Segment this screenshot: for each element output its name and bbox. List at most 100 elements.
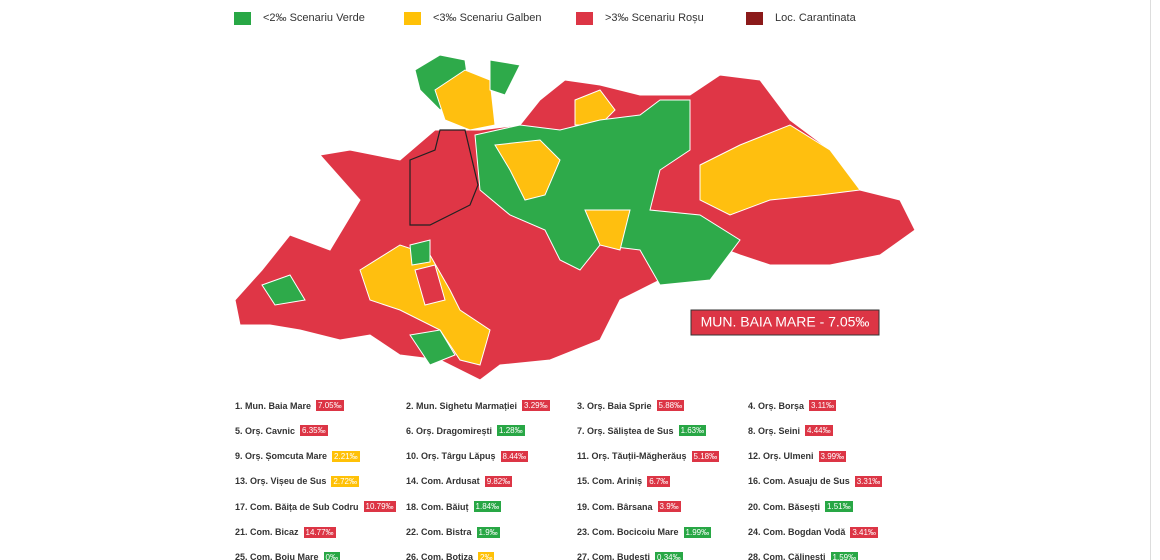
tooltip: MUN. BAIA MARE - 7.05‰ — [701, 314, 870, 330]
legend-swatch — [746, 11, 763, 25]
locality[interactable]: 21. Com. Bicaz 14.77‰ — [235, 526, 336, 538]
region[interactable] — [261, 274, 306, 306]
legend-item[interactable]: >3‰ Scenariu Roșu — [576, 11, 704, 25]
locality-name: 27. Com. Budești — [577, 552, 651, 560]
locality[interactable]: 28. Com. Călinești 1.59‰ — [748, 551, 859, 560]
region[interactable] — [574, 89, 616, 126]
rate-badge: 4.44‰ — [805, 425, 833, 437]
locality-name: 8. Orș. Seini — [748, 425, 801, 436]
locality[interactable]: 20. Com. Băsești 1.51‰ — [748, 501, 853, 513]
region[interactable] — [584, 209, 631, 251]
locality-name: 13. Orș. Vișeu de Sus — [235, 476, 327, 487]
locality[interactable]: 23. Com. Bocicoiu Mare 1.99‰ — [577, 526, 712, 538]
locality[interactable]: 9. Orș. Șomcuta Mare 2.21‰ — [235, 450, 360, 462]
locality[interactable]: 27. Com. Budești 0.34‰ — [577, 551, 683, 560]
rate-badge: 3.11‰ — [809, 400, 837, 411]
rate-badge: 3.29‰ — [522, 400, 550, 411]
region[interactable] — [699, 124, 861, 216]
legend-swatch — [404, 11, 421, 25]
locality-name: 20. Com. Băsești — [748, 501, 821, 512]
locality[interactable]: 18. Com. Băiuț 1.84‰ — [406, 501, 502, 513]
rate-badge: 2.21‰ — [332, 450, 360, 462]
locality[interactable]: 1. Mun. Baia Mare 7.05‰ — [235, 400, 344, 411]
rate-badge: 0.34‰ — [655, 551, 683, 560]
legend-label: <3‰ Scenariu Galben — [433, 12, 542, 24]
rate-badge: 3.9‰ — [657, 501, 681, 513]
region[interactable] — [414, 264, 446, 306]
locality-name: 28. Com. Călinești — [748, 552, 826, 560]
locality-name: 7. Orș. Săliștea de Sus — [577, 425, 674, 436]
rate-badge: 1.59‰ — [830, 551, 859, 560]
rate-badge: 5.18‰ — [691, 450, 720, 462]
locality[interactable]: 26. Com. Botiza 2‰ — [406, 551, 495, 560]
locality[interactable]: 12. Orș. Ulmeni 3.99‰ — [748, 450, 847, 462]
region[interactable] — [489, 59, 521, 96]
legend-label: >3‰ Scenariu Roșu — [605, 12, 704, 24]
rate-badge: 1.84‰ — [473, 501, 502, 513]
rate-badge: 3.41‰ — [850, 526, 878, 538]
locality[interactable]: 19. Com. Bârsana 3.9‰ — [577, 501, 681, 513]
region[interactable] — [409, 239, 431, 266]
legend-swatch — [234, 11, 251, 25]
locality[interactable]: 15. Com. Ariniș 6.7‰ — [577, 475, 671, 487]
rate-badge: 3.31‰ — [854, 475, 883, 487]
rate-badge: 8.44‰ — [500, 450, 529, 462]
rate-badge: 1.51‰ — [825, 501, 853, 513]
legend-item[interactable]: <2‰ Scenariu Verde — [234, 11, 365, 25]
locality-name: 23. Com. Bocicoiu Mare — [577, 527, 679, 537]
locality[interactable]: 11. Orș. Tăuții-Măgherăuș 5.18‰ — [577, 450, 720, 462]
map: MUN. BAIA MARE - 7.05‰ — [234, 54, 916, 381]
locality-name: 5. Orș. Cavnic — [235, 425, 296, 436]
locality[interactable]: 8. Orș. Seini 4.44‰ — [748, 425, 833, 437]
locality-name: 19. Com. Bârsana — [577, 501, 653, 512]
locality-name: 1. Mun. Baia Mare — [235, 400, 312, 411]
locality[interactable]: 13. Orș. Vișeu de Sus 2.72‰ — [235, 475, 359, 487]
rate-badge: 1.9‰ — [476, 526, 500, 538]
tooltip-box — [690, 309, 880, 336]
rate-badge: 10.79‰ — [363, 501, 396, 513]
locality-name: 21. Com. Bicaz — [235, 527, 299, 537]
locality-name: 26. Com. Botiza — [406, 552, 474, 560]
locality-name: 9. Orș. Șomcuta Mare — [235, 451, 328, 462]
locality[interactable]: 25. Com. Boiu Mare 0‰ — [235, 551, 340, 560]
locality[interactable]: 24. Com. Bogdan Vodă 3.41‰ — [748, 526, 878, 538]
scrollbar — [1150, 0, 1151, 560]
locality-name: 3. Orș. Baia Sprie — [577, 400, 652, 411]
locality[interactable]: 14. Com. Ardusat 9.82‰ — [406, 475, 513, 487]
locality[interactable]: 6. Orș. Dragomirești 1.28‰ — [406, 425, 525, 437]
regions — [234, 54, 916, 381]
locality[interactable]: 16. Com. Asuaju de Sus 3.31‰ — [748, 475, 883, 487]
locality[interactable]: 7. Orș. Săliștea de Sus 1.63‰ — [577, 425, 707, 437]
locality[interactable]: 22. Com. Bistra 1.9‰ — [406, 526, 500, 538]
rate-badge: 7.05‰ — [316, 400, 344, 411]
locality-name: 24. Com. Bogdan Vodă — [748, 527, 846, 537]
locality-name: 18. Com. Băiuț — [406, 501, 469, 512]
locality[interactable]: 10. Orș. Târgu Lăpuș 8.44‰ — [406, 450, 529, 462]
locality[interactable]: 17. Com. Băița de Sub Codru 10.79‰ — [235, 501, 396, 513]
rate-badge: 1.99‰ — [683, 526, 712, 538]
rate-badge: 6.35‰ — [300, 425, 328, 437]
region[interactable] — [434, 69, 496, 131]
legend-swatch — [576, 11, 593, 25]
legend-label: <2‰ Scenariu Verde — [263, 12, 365, 24]
legend-item[interactable]: Loc. Carantinata — [746, 11, 856, 25]
rate-badge: 14.77‰ — [303, 526, 336, 538]
locality-name: 14. Com. Ardusat — [406, 476, 480, 487]
rate-badge: 9.82‰ — [484, 475, 513, 487]
locality[interactable]: 5. Orș. Cavnic 6.35‰ — [235, 425, 328, 437]
rate-badge: 5.88‰ — [656, 400, 685, 411]
locality[interactable]: 4. Orș. Borșa 3.11‰ — [748, 400, 837, 411]
region[interactable] — [409, 329, 456, 366]
locality-name: 12. Orș. Ulmeni — [748, 451, 814, 462]
region[interactable] — [494, 139, 561, 201]
locality[interactable]: 2. Mun. Sighetu Marmației 3.29‰ — [406, 400, 550, 411]
locality-name: 4. Orș. Borșa — [748, 400, 805, 411]
locality-name: 25. Com. Boiu Mare — [235, 552, 319, 560]
rate-badge: 1.28‰ — [497, 425, 525, 437]
rate-badge: 2‰ — [478, 551, 495, 560]
selected-region[interactable] — [409, 129, 479, 226]
locality[interactable]: 3. Orș. Baia Sprie 5.88‰ — [577, 400, 685, 411]
locality-name: 2. Mun. Sighetu Marmației — [406, 400, 518, 411]
legend-item[interactable]: <3‰ Scenariu Galben — [404, 11, 542, 25]
